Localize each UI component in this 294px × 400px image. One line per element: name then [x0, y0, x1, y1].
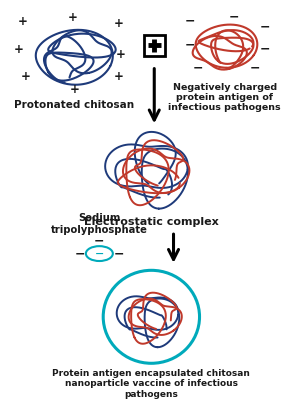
Text: Protein antigen encapsulated chitosan
nanoparticle vaccine of infectious
pathoge: Protein antigen encapsulated chitosan na…	[52, 369, 250, 399]
Text: −: −	[113, 247, 124, 260]
Text: −: −	[94, 235, 105, 248]
Text: −: −	[75, 247, 85, 260]
Text: −: −	[229, 11, 239, 24]
Text: +: +	[67, 11, 77, 24]
Text: +: +	[69, 82, 79, 96]
Text: −: −	[260, 42, 270, 56]
Text: Electrostatic complex: Electrostatic complex	[84, 217, 219, 227]
Text: Protonated chitosan: Protonated chitosan	[14, 100, 134, 110]
Text: +: +	[17, 15, 27, 28]
Text: +: +	[114, 18, 123, 30]
Circle shape	[103, 270, 200, 363]
Text: −: −	[185, 39, 195, 52]
Ellipse shape	[86, 246, 113, 261]
Text: −: −	[185, 15, 195, 28]
Text: −: −	[250, 61, 261, 74]
Text: +: +	[14, 42, 24, 56]
Text: +: +	[116, 48, 126, 61]
Text: −: −	[260, 20, 270, 33]
Text: −: −	[192, 61, 203, 74]
Text: +: +	[21, 70, 31, 84]
Text: −: −	[95, 248, 104, 258]
Text: Negatively charged
protein antigen of
infectious pathogens: Negatively charged protein antigen of in…	[168, 82, 281, 112]
Bar	[144, 35, 165, 56]
Text: +: +	[114, 70, 123, 84]
Text: Sodium
tripolyphosphate: Sodium tripolyphosphate	[51, 213, 148, 235]
